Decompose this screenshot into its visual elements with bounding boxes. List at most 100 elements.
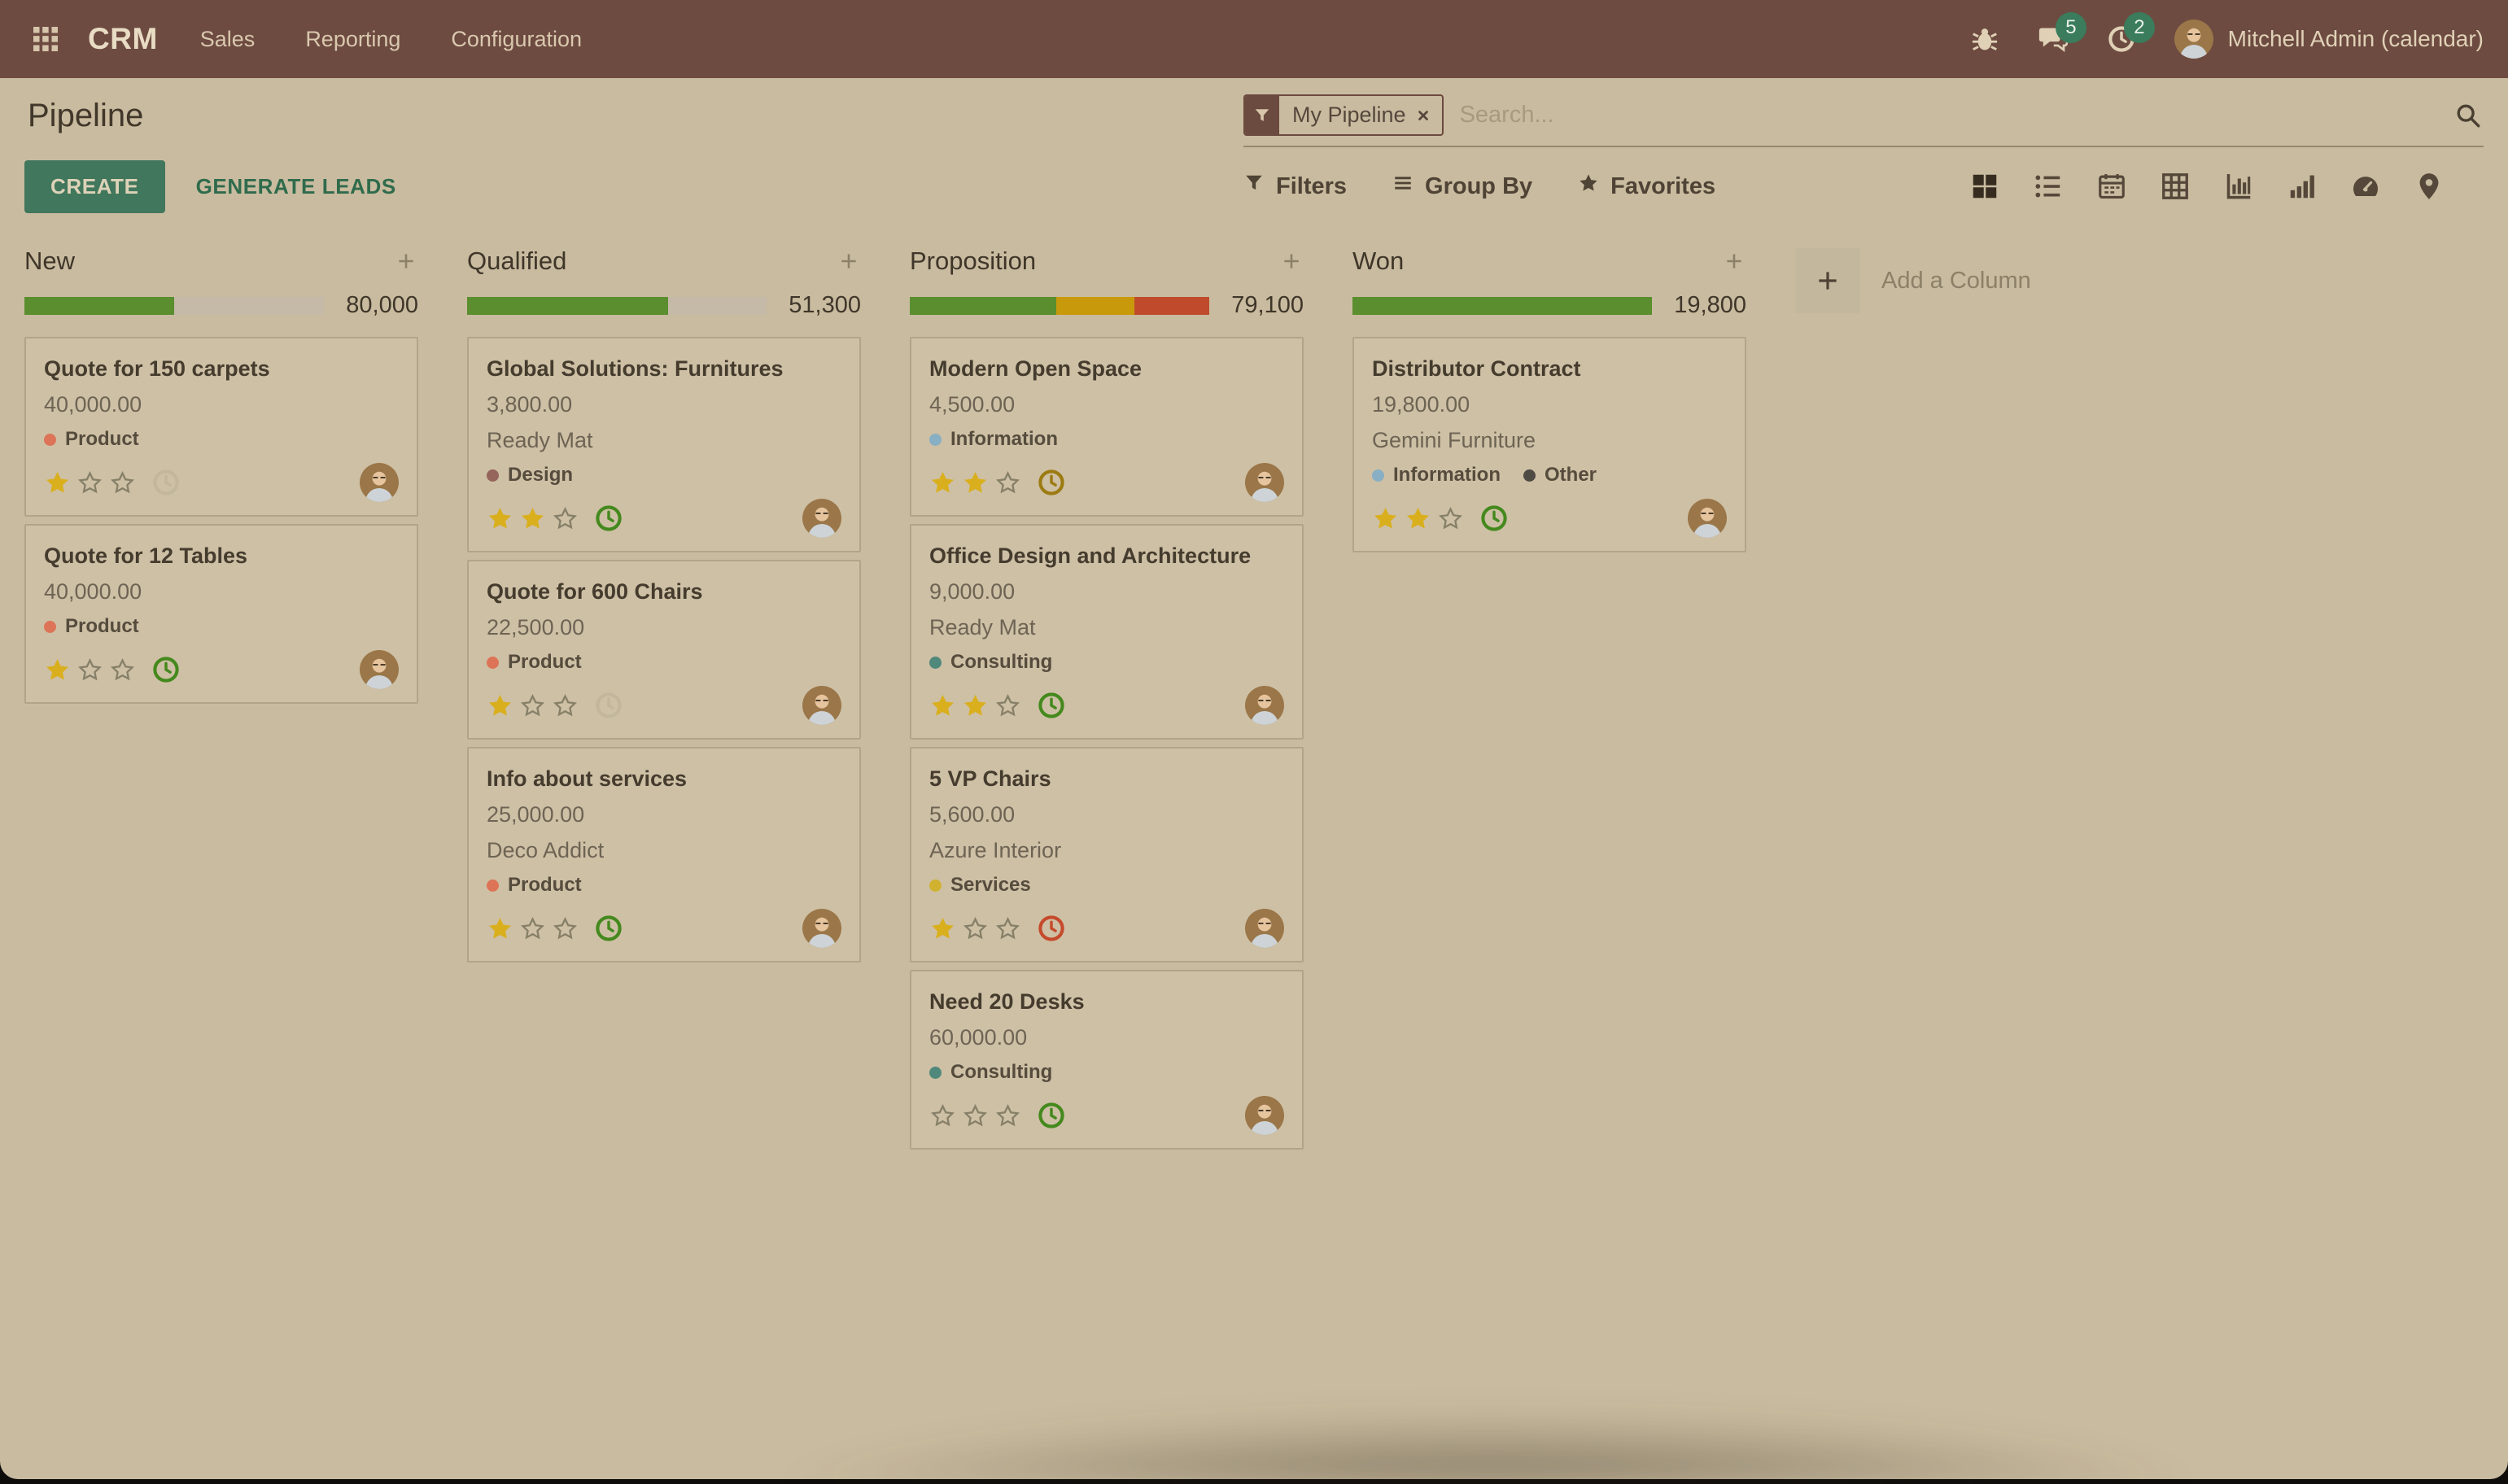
- priority-stars: [487, 692, 579, 719]
- priority-star[interactable]: [76, 469, 103, 496]
- kanban-card[interactable]: Info about services 25,000.00 Deco Addic…: [467, 747, 861, 962]
- view-kanban-icon[interactable]: [1966, 168, 2003, 205]
- progress-segment[interactable]: [467, 296, 668, 315]
- priority-star[interactable]: [994, 469, 1021, 496]
- priority-star[interactable]: [109, 469, 136, 496]
- progress-segment[interactable]: [1056, 296, 1134, 315]
- activity-clock-icon[interactable]: [151, 467, 181, 498]
- tag-information: Information: [1372, 464, 1501, 487]
- view-graph-icon[interactable]: [2220, 168, 2257, 205]
- view-list-icon[interactable]: [2030, 168, 2067, 205]
- tool-filters[interactable]: Filters: [1243, 172, 1347, 200]
- priority-star[interactable]: [109, 657, 136, 683]
- kanban-card[interactable]: Quote for 600 Chairs 22,500.00 Product: [467, 560, 861, 740]
- view-activity-icon[interactable]: [2474, 183, 2480, 190]
- kanban-card[interactable]: Modern Open Space 4,500.00 Information: [910, 337, 1304, 517]
- view-calendar-icon[interactable]: [2093, 168, 2130, 205]
- priority-star[interactable]: [519, 692, 546, 719]
- priority-star[interactable]: [1372, 505, 1399, 532]
- quick-add-icon[interactable]: [1281, 251, 1302, 272]
- activity-clock-icon[interactable]: [593, 913, 624, 944]
- kanban-card[interactable]: 5 VP Chairs 5,600.00 Azure Interior Serv…: [910, 747, 1304, 962]
- column-progressbar[interactable]: [24, 296, 324, 315]
- priority-star[interactable]: [962, 469, 989, 496]
- apps-grid-icon[interactable]: [24, 18, 67, 60]
- view-pivot-icon[interactable]: [2156, 168, 2194, 205]
- priority-star[interactable]: [929, 915, 956, 942]
- kanban-card[interactable]: Quote for 12 Tables 40,000.00 Product: [24, 524, 418, 704]
- priority-star[interactable]: [994, 1102, 1021, 1129]
- priority-star[interactable]: [519, 915, 546, 942]
- add-column-label[interactable]: Add a Column: [1881, 267, 2031, 294]
- kanban-card[interactable]: Office Design and Architecture 9,000.00 …: [910, 524, 1304, 740]
- create-button[interactable]: CREATE: [24, 159, 165, 213]
- tool-favorites[interactable]: Favorites: [1578, 172, 1715, 200]
- priority-star[interactable]: [519, 505, 546, 532]
- priority-star[interactable]: [487, 692, 513, 719]
- activity-clock-icon[interactable]: [1036, 913, 1067, 944]
- priority-star[interactable]: [487, 505, 513, 532]
- priority-star[interactable]: [962, 915, 989, 942]
- priority-star[interactable]: [962, 692, 989, 719]
- priority-star[interactable]: [994, 915, 1021, 942]
- progress-segment[interactable]: [24, 296, 174, 315]
- activity-clock-icon[interactable]: [1036, 467, 1067, 498]
- activity-clock-icon[interactable]: [1479, 503, 1510, 534]
- tool-group-by[interactable]: Group By: [1392, 172, 1532, 200]
- view-switcher: [1966, 168, 2480, 205]
- priority-star[interactable]: [929, 469, 956, 496]
- kanban-card[interactable]: Distributor Contract 19,800.00 Gemini Fu…: [1352, 337, 1746, 552]
- quick-add-icon[interactable]: [838, 251, 859, 272]
- quick-add-icon[interactable]: [395, 251, 417, 272]
- priority-star[interactable]: [552, 505, 579, 532]
- app-name: CRM: [88, 22, 158, 55]
- nav-item-reporting[interactable]: Reporting: [305, 26, 401, 51]
- debug-bug-icon[interactable]: [1969, 24, 2000, 55]
- priority-star[interactable]: [44, 657, 71, 683]
- column-progressbar[interactable]: [1352, 296, 1652, 315]
- activity-clock-icon[interactable]: [593, 690, 624, 721]
- view-map-icon[interactable]: [2410, 168, 2448, 205]
- kanban-card[interactable]: Need 20 Desks 60,000.00 Consulting: [910, 970, 1304, 1150]
- priority-star[interactable]: [76, 657, 103, 683]
- priority-star[interactable]: [44, 469, 71, 496]
- add-column-button[interactable]: [1795, 248, 1860, 313]
- card-title: Global Solutions: Furnitures: [487, 356, 784, 381]
- search-facet-my-pipeline[interactable]: My Pipeline: [1243, 94, 1444, 136]
- priority-star[interactable]: [929, 1102, 956, 1129]
- progress-segment[interactable]: [910, 296, 1057, 315]
- activity-clock-icon[interactable]: [1036, 1100, 1067, 1131]
- kanban-card[interactable]: Quote for 150 carpets 40,000.00 Product: [24, 337, 418, 517]
- nav-item-configuration[interactable]: Configuration: [451, 26, 582, 51]
- search-bar[interactable]: My Pipeline Search...: [1243, 91, 2484, 147]
- progress-segment[interactable]: [1134, 296, 1209, 315]
- facet-remove-icon[interactable]: [1416, 96, 1442, 134]
- priority-star[interactable]: [962, 1102, 989, 1129]
- quick-add-icon[interactable]: [1724, 251, 1745, 272]
- star-icon: [1578, 172, 1599, 200]
- generate-leads-button[interactable]: GENERATE LEADS: [188, 160, 404, 213]
- priority-star[interactable]: [552, 915, 579, 942]
- priority-star[interactable]: [994, 692, 1021, 719]
- priority-star[interactable]: [929, 692, 956, 719]
- activity-clock-icon[interactable]: [1036, 690, 1067, 721]
- tag-dot: [487, 656, 499, 669]
- column-progressbar[interactable]: [910, 296, 1209, 315]
- search-icon[interactable]: [2454, 102, 2482, 129]
- priority-star[interactable]: [487, 915, 513, 942]
- kanban-card[interactable]: Global Solutions: Furnitures 3,800.00 Re…: [467, 337, 861, 552]
- activity-clock-icon[interactable]: [151, 654, 181, 685]
- view-dashboard-icon[interactable]: [2347, 168, 2384, 205]
- user-menu[interactable]: Mitchell Admin (calendar): [2174, 20, 2484, 59]
- priority-star[interactable]: [1437, 505, 1464, 532]
- view-cohort-icon[interactable]: [2283, 168, 2321, 205]
- priority-star[interactable]: [1405, 505, 1431, 532]
- messages-icon[interactable]: 5: [2038, 12, 2086, 55]
- column-progressbar[interactable]: [467, 296, 767, 315]
- search-input[interactable]: Search...: [1459, 102, 1554, 128]
- activity-clock-icon[interactable]: [593, 503, 624, 534]
- nav-item-sales[interactable]: Sales: [199, 26, 256, 51]
- priority-star[interactable]: [552, 692, 579, 719]
- activities-clock-icon[interactable]: 2: [2106, 12, 2155, 55]
- progress-segment[interactable]: [1352, 296, 1652, 315]
